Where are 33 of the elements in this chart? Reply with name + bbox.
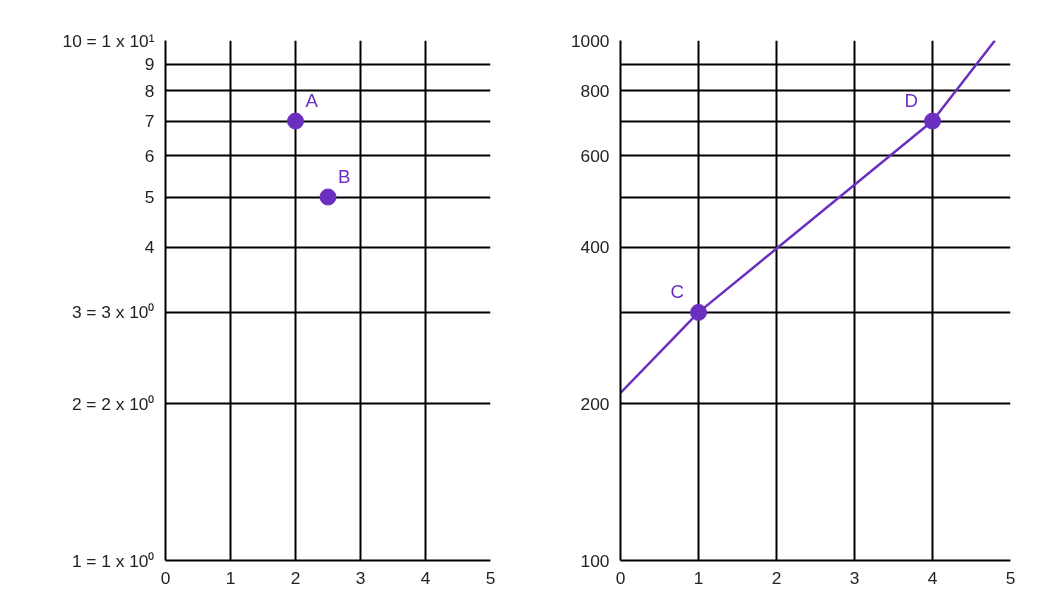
x-tick-label: 4 <box>420 567 431 588</box>
annotation: A <box>305 90 319 112</box>
y-tick-label: 400 <box>580 237 610 258</box>
x-tick-label: 2 <box>771 567 782 588</box>
y-tick-label: 2 = 2 x 10⁰ <box>71 393 155 414</box>
y-tick-label: 9 <box>144 54 155 75</box>
x-tick-label: 3 <box>849 567 860 588</box>
x-tick-label: 1 <box>225 567 236 588</box>
x-tick-label: 1 <box>693 567 704 588</box>
x-tick-label: 3 <box>355 567 366 588</box>
y-tick-label: 1000 <box>570 30 610 51</box>
y-tick-label: 5 <box>144 187 155 208</box>
x-tick-label: 5 <box>485 567 496 588</box>
y-tick-label: 100 <box>580 550 610 571</box>
annotation: C <box>670 281 684 303</box>
x-tick-label: 0 <box>160 567 171 588</box>
y-tick-label: 10 = 1 x 10¹ <box>62 30 155 51</box>
annotation: D <box>904 90 918 112</box>
y-tick-label: 1 = 1 x 10⁰ <box>71 550 155 571</box>
y-tick-label: 4 <box>144 237 155 258</box>
y-tick-label: 600 <box>580 145 610 166</box>
y-tick-label: 800 <box>580 80 610 101</box>
x-tick-label: 0 <box>615 567 626 588</box>
x-tick-label: 5 <box>1005 567 1016 588</box>
y-tick-label: 7 <box>144 111 155 132</box>
y-tick-label: 8 <box>144 80 155 101</box>
y-tick-label: 200 <box>580 393 610 414</box>
x-tick-label: 2 <box>290 567 301 588</box>
y-tick-label: 6 <box>144 145 155 166</box>
annotation: B <box>338 166 351 188</box>
x-tick-label: 4 <box>927 567 938 588</box>
line-series <box>620 40 997 395</box>
y-tick-label: 3 = 3 x 10⁰ <box>71 302 155 323</box>
